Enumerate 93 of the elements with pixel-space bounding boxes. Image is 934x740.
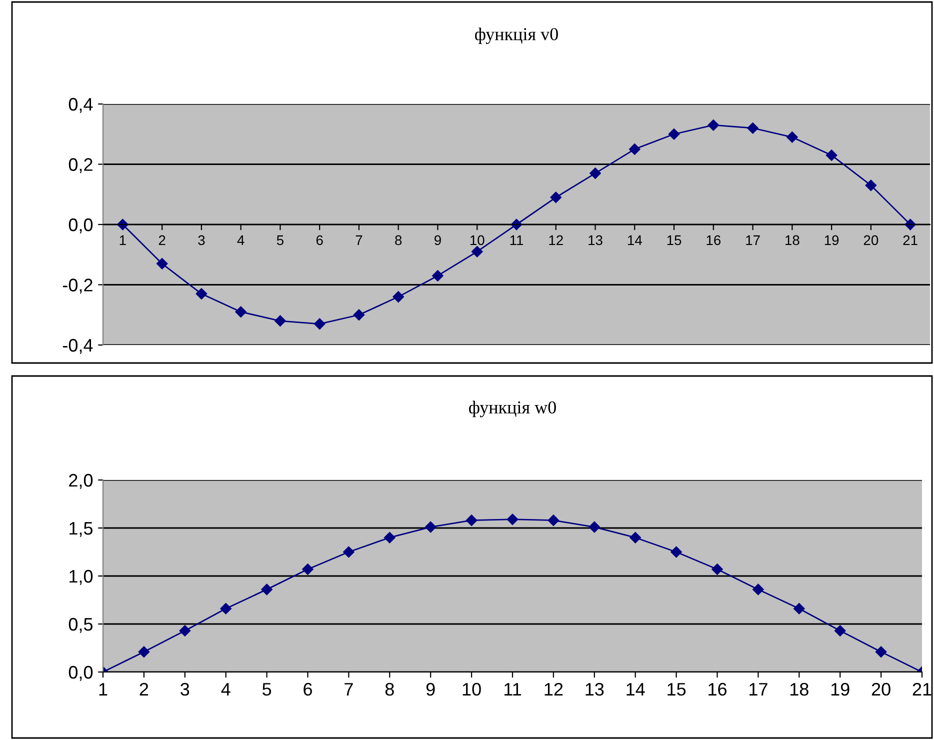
x-tick-label: 1 [99, 683, 108, 696]
point [506, 514, 518, 525]
point [588, 521, 600, 533]
y-tick-label: -0,2 [62, 278, 92, 294]
x-tick-label: 21 [903, 235, 918, 245]
x-tick-label: 4 [221, 683, 230, 696]
x-tick-label: 2 [140, 682, 148, 696]
point [786, 132, 798, 143]
chart-title: функція v0 [475, 28, 558, 44]
point [708, 119, 720, 131]
x-tick-label: 1 [120, 235, 126, 245]
x-tick-label: 5 [262, 683, 272, 696]
point [235, 306, 246, 318]
x-tick-label: 6 [304, 682, 312, 696]
x-tick-label: 15 [667, 235, 682, 246]
point [466, 514, 478, 526]
point [261, 584, 272, 596]
y-tick-label: 1,0 [70, 570, 93, 585]
point [220, 603, 232, 614]
point [712, 564, 723, 575]
point [179, 625, 191, 636]
point [117, 218, 128, 230]
x-tick-label: 19 [831, 682, 850, 696]
y-tick-label: 0,0 [68, 218, 93, 234]
x-tick-label: 3 [198, 235, 205, 246]
point [590, 168, 601, 179]
x-tick-label: 14 [628, 235, 642, 245]
x-tick-label: 12 [544, 682, 563, 696]
x-tick-label: 10 [470, 235, 484, 246]
point [794, 603, 805, 614]
y-tick-label: 2,0 [69, 474, 93, 489]
x-tick-label: 2 [158, 235, 166, 245]
x-tick-label: 20 [864, 235, 878, 246]
point [834, 625, 846, 636]
x-tick-label: 15 [668, 683, 686, 696]
x-tick-label: 21 [912, 682, 932, 696]
x-tick-label: 11 [504, 683, 521, 696]
point [875, 646, 887, 658]
y-tick-label: 0,0 [68, 666, 93, 681]
x-tick-label: 11 [510, 235, 524, 245]
x-tick-label: 8 [385, 682, 394, 696]
x-tick-label: 17 [746, 235, 760, 245]
point [629, 144, 640, 155]
x-tick-label: 19 [824, 235, 839, 246]
point [384, 532, 396, 544]
x-tick-label: 9 [426, 682, 435, 696]
point [302, 564, 314, 575]
point [630, 532, 641, 544]
chart-title: функція w0 [469, 400, 556, 418]
x-tick-label: 17 [750, 683, 768, 696]
point [548, 514, 560, 526]
point [752, 584, 764, 596]
point [138, 646, 150, 658]
y-tick-label: 1,5 [70, 522, 93, 537]
x-tick-label: 6 [316, 235, 323, 246]
x-tick-label: 3 [180, 682, 190, 696]
x-tick-label: 13 [588, 235, 602, 246]
x-tick-label: 12 [549, 235, 563, 245]
point [353, 309, 365, 320]
point [424, 521, 436, 533]
point [904, 218, 916, 230]
x-tick-label: 13 [586, 682, 604, 696]
x-tick-label: 20 [872, 682, 890, 696]
point [343, 546, 354, 558]
y-tick-label: 0,2 [68, 158, 92, 174]
x-tick-label: 4 [237, 235, 244, 245]
point [392, 291, 404, 302]
x-tick-label: 18 [786, 235, 800, 246]
point [670, 546, 682, 558]
point [196, 288, 208, 300]
point [668, 128, 680, 140]
x-tick-label: 8 [395, 235, 402, 246]
x-tick-label: 18 [790, 682, 808, 696]
y-tick-label: -0,4 [62, 338, 93, 354]
point [432, 270, 444, 282]
x-tick-label: 16 [706, 235, 721, 246]
y-tick-label: 0,5 [68, 618, 93, 633]
x-tick-label: 7 [356, 235, 362, 245]
point [156, 258, 168, 270]
x-tick-label: 5 [276, 235, 284, 246]
x-tick-label: 9 [434, 235, 441, 246]
x-tick-label: 10 [462, 682, 481, 696]
point [314, 318, 326, 330]
point [747, 122, 758, 134]
point [472, 246, 483, 258]
point [826, 150, 838, 161]
x-tick-label: 16 [708, 682, 726, 696]
x-tick-label: 7 [344, 683, 353, 696]
point [550, 192, 562, 203]
point [865, 180, 877, 191]
point [274, 315, 286, 327]
y-tick-label: 0,4 [68, 98, 93, 113]
x-tick-label: 14 [626, 683, 645, 696]
